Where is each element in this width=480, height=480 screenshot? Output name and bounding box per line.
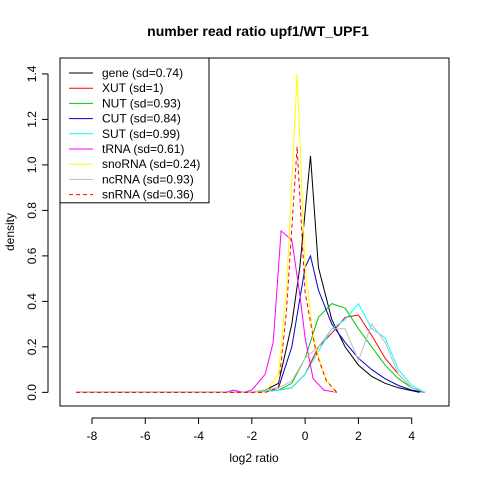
legend-box [59,57,210,204]
plot-frame [59,57,450,407]
series-line-3 [76,254,426,393]
x-tick-label: -4 [193,429,204,443]
x-tick-label: 4 [408,429,415,443]
series-line-6 [76,73,335,393]
legend-label: tRNA (sd=0.61) [102,142,184,156]
chart-title: number read ratio upf1/WT_UPF1 [147,23,369,39]
y-tick-label: 0.0 [25,384,39,401]
y-tick-label: 0.2 [25,338,39,355]
y-tick-label: 1.0 [25,156,39,173]
series-line-5 [76,229,338,393]
series-line-1 [76,314,426,393]
series-line-0 [76,155,420,393]
legend-label: snRNA (sd=0.36) [102,188,194,202]
y-tick-label: 1.4 [25,65,39,82]
y-axis-label: density [3,213,17,251]
legend-label: XUT (sd=1) [102,81,163,95]
x-tick-label: -2 [246,429,257,443]
legend: gene (sd=0.74)XUT (sd=1)NUT (sd=0.93) CUT… [59,57,210,204]
y-tick-label: 0.4 [25,293,39,310]
series-line-4 [76,302,426,393]
x-tick-label: 0 [302,429,309,443]
legend-label: gene (sd=0.74) [102,66,183,80]
series-line-7 [76,323,426,393]
y-tick-label: 1.2 [25,111,39,128]
legend-label: ncRNA (sd=0.93) [102,172,194,186]
x-tick-label: -8 [87,429,98,443]
legend-label: NUT (sd=0.93) [102,96,181,110]
legend-label: SUT (sd=0.99) [102,127,180,141]
x-tick-label: -6 [140,429,151,443]
legend-label: CUT (sd=0.84) [102,112,181,126]
series-layer [76,73,426,393]
series-line-2 [76,303,426,393]
x-axis: -8 -6 -4 -2 0 2 4 [87,417,415,443]
y-axis: 0.0 0.2 0.4 0.6 0.8 1.0 1.2 1.4 [25,65,49,401]
y-tick-label: 0.8 [25,202,39,219]
y-tick-label: 0.6 [25,247,39,264]
legend-label: snoRNA (sd=0.24) [102,157,200,171]
x-axis-label: log2 ratio [229,451,279,465]
x-tick-label: 2 [355,429,362,443]
